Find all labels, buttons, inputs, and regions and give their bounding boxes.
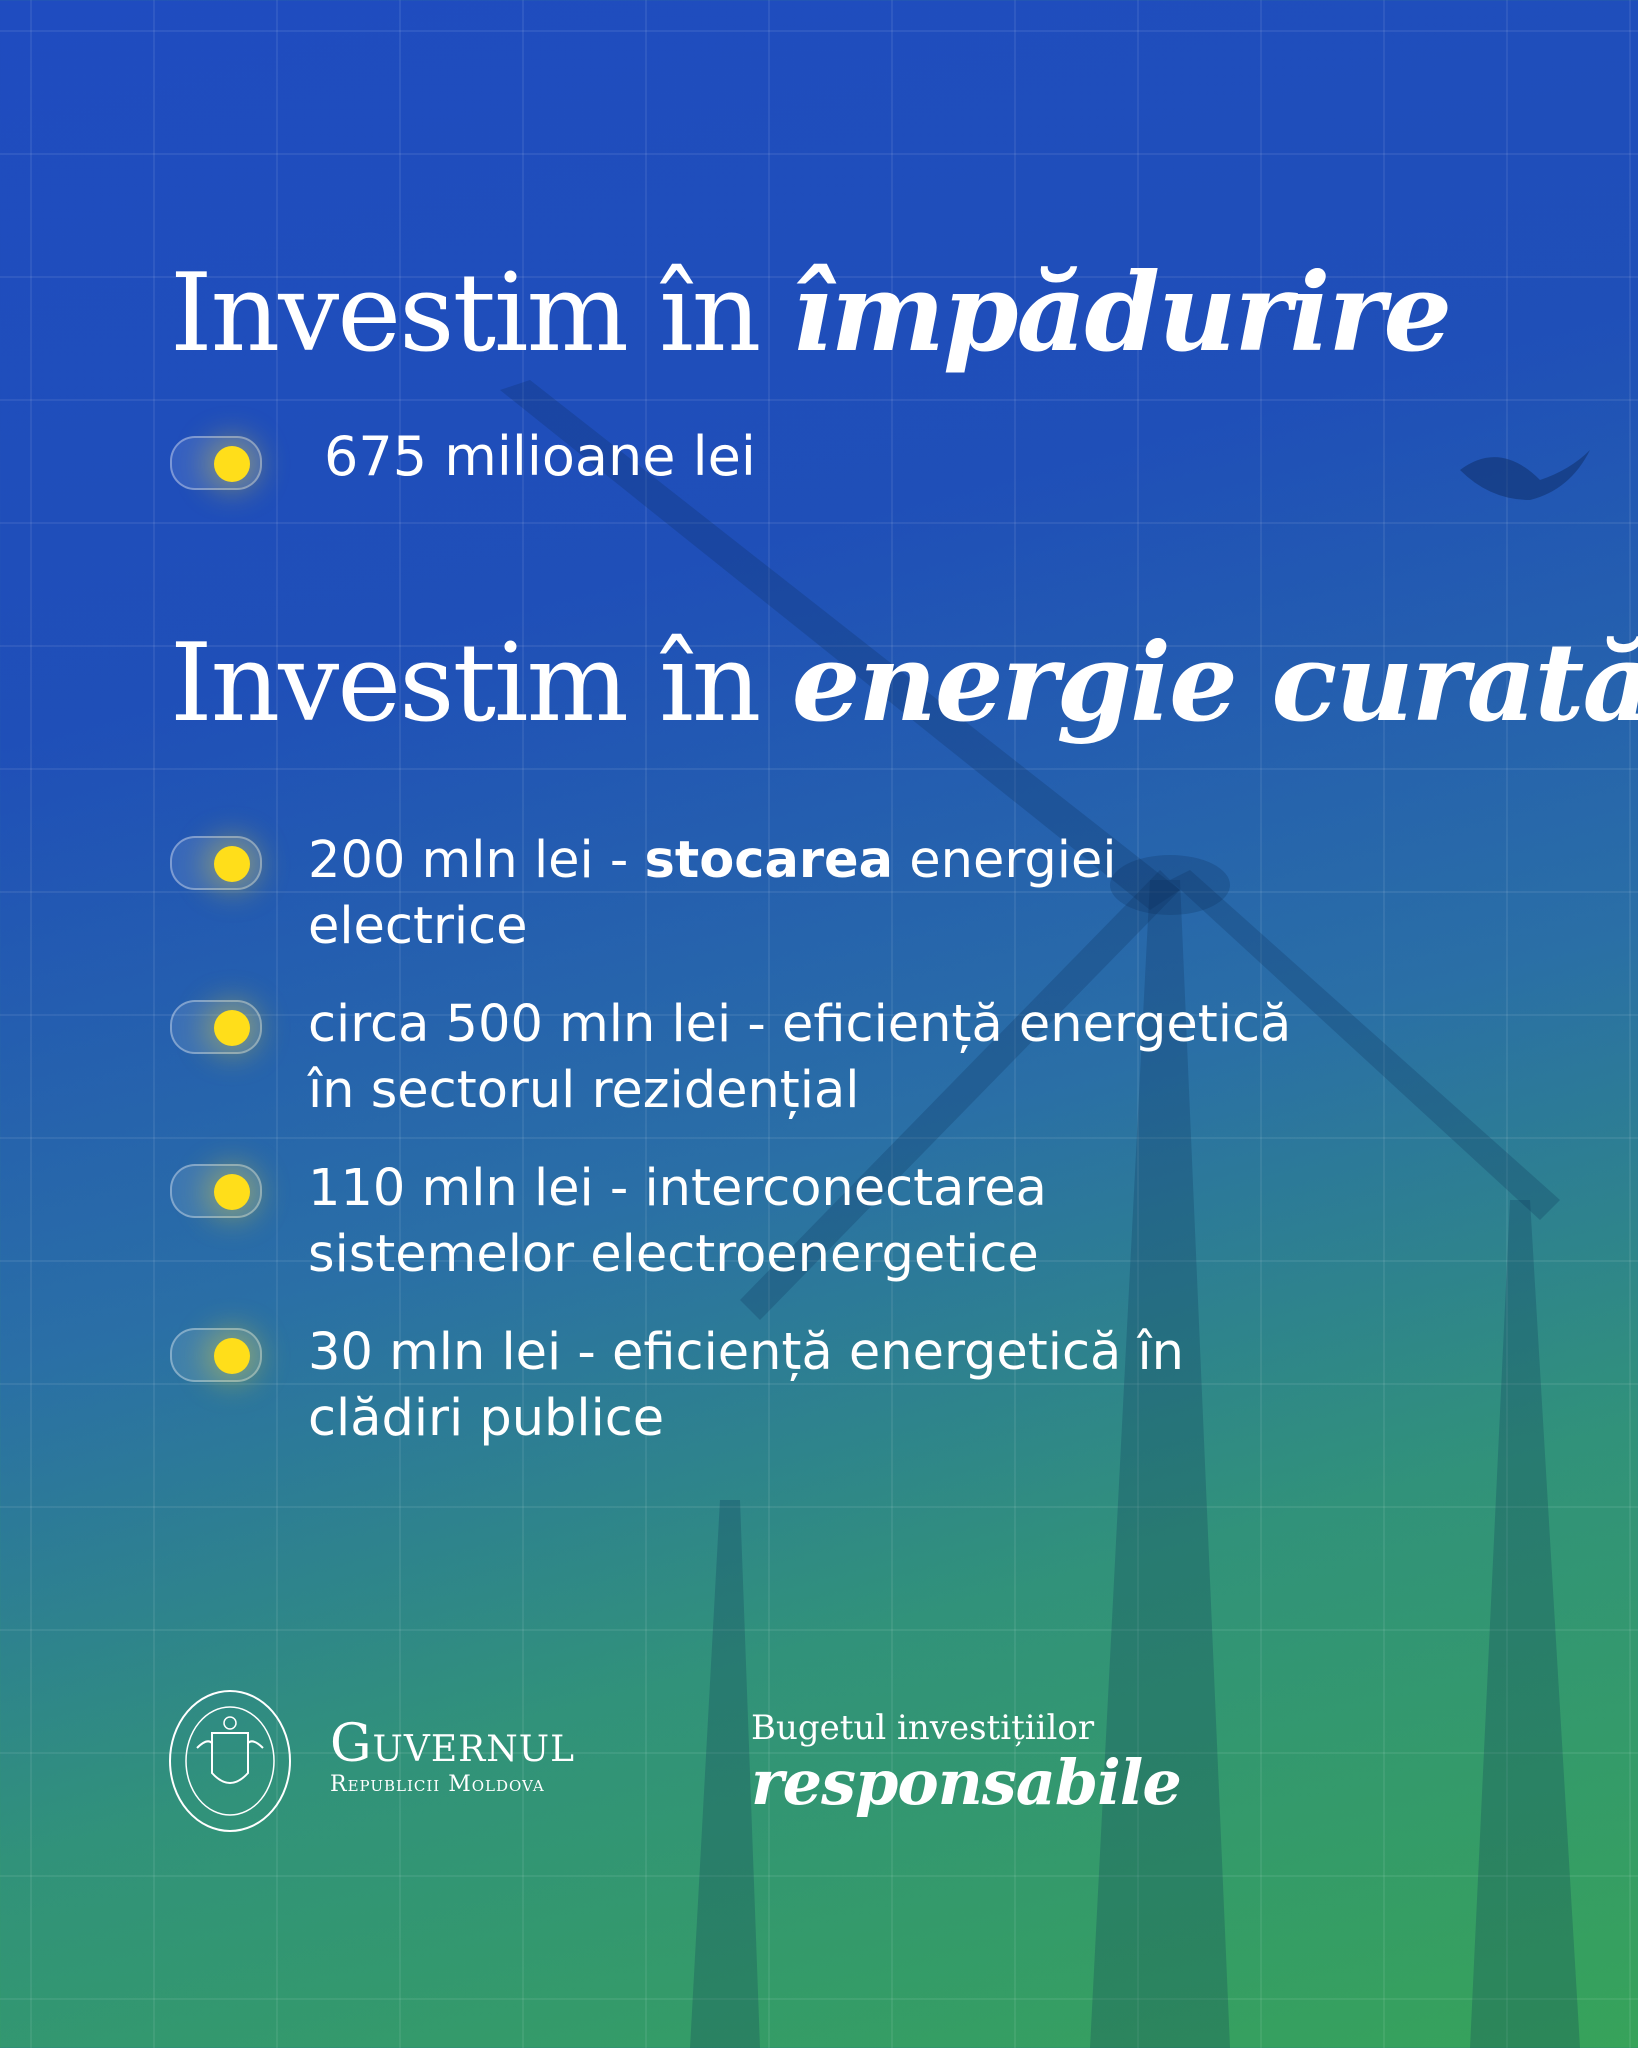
toggle-bullet [170, 436, 262, 490]
government-seal-logo [169, 1690, 291, 1832]
afforestation-amount: 675 milioane lei [324, 425, 756, 488]
bird-icon [1460, 450, 1590, 500]
list-item: 110 mln lei - interconectarea sistemelor… [308, 1159, 1047, 1284]
title-afforestation: Investim în împădurire [170, 250, 1452, 376]
toggle-bullet [170, 1328, 262, 1382]
list-item: 200 mln lei - stocarea energiei electric… [308, 831, 1117, 956]
list-item: 30 mln lei - eficiență energetică în clă… [308, 1323, 1184, 1448]
title-clean-energy: Investim în energie curată [170, 620, 1638, 746]
list-item: circa 500 mln lei - eficiență energetică… [308, 995, 1292, 1120]
toggle-bullet [170, 1164, 262, 1218]
government-name: Guvernul Republicii Moldova [330, 1714, 576, 1797]
budget-tagline: Bugetul investițiilor responsabile [751, 1708, 1182, 1819]
toggle-bullet [170, 1000, 262, 1054]
toggle-bullet [170, 836, 262, 890]
